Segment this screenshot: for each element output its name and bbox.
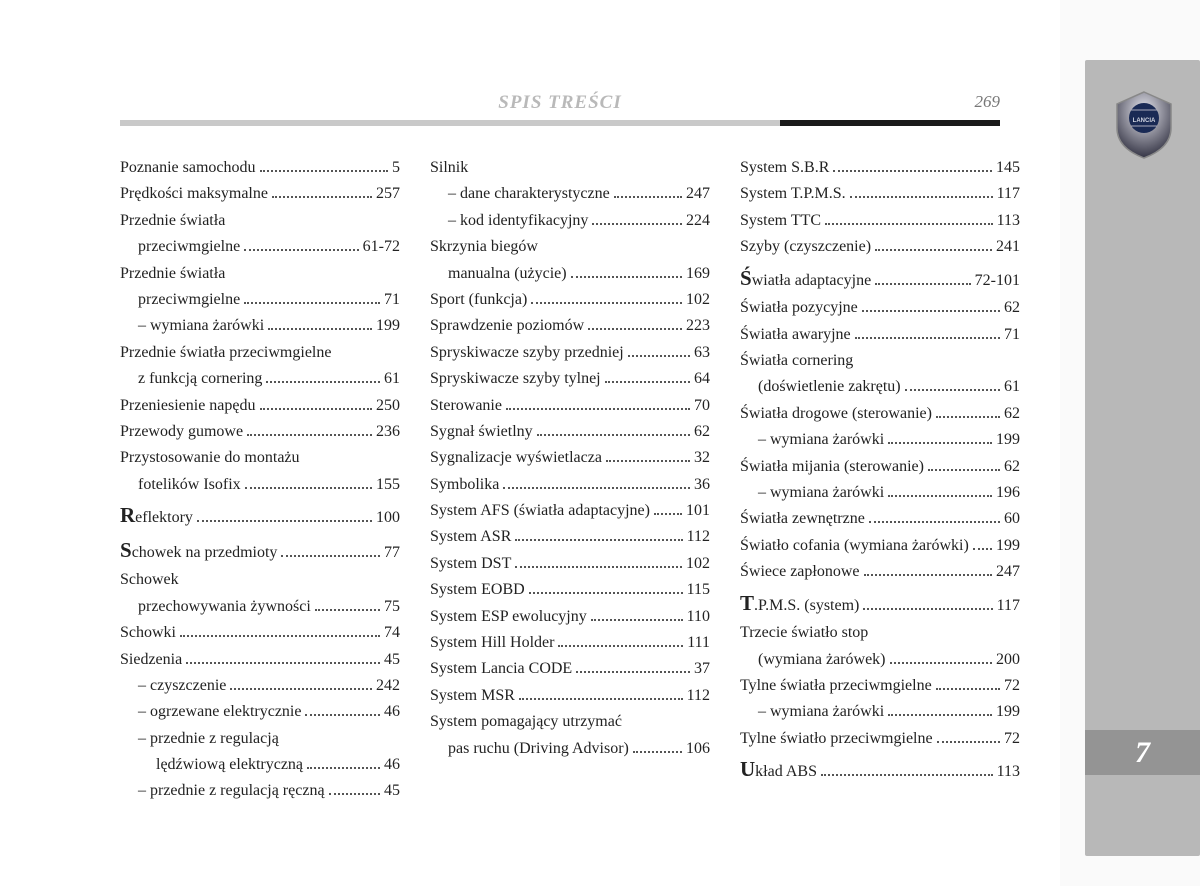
index-entry: Tylne światła przeciwmgielne72: [740, 673, 1020, 699]
index-entry: T.P.M.S. (system)117: [740, 586, 1020, 621]
index-entry: – wymiana żarówki199: [740, 427, 1020, 453]
index-entry: Przednie światła przeciwmgielnez funkcją…: [120, 340, 400, 393]
index-entry: System T.P.M.S.117: [740, 181, 1020, 207]
index-entry: Przednie światłaprzeciwmgielne61-72: [120, 208, 400, 261]
index-entry: – kod identyfikacyjny224: [430, 208, 710, 234]
index-entry: Schowek na przedmioty77: [120, 533, 400, 568]
index-entry: Schowki74: [120, 620, 400, 646]
index-entry: System S.B.R145: [740, 155, 1020, 181]
index-entry: – czyszczenie242: [120, 673, 400, 699]
index-entry: Świece zapłonowe247: [740, 559, 1020, 585]
index-entry: System AFS (światła adaptacyjne)101: [430, 498, 710, 524]
index-entry: Skrzynia biegówmanualna (użycie)169: [430, 234, 710, 287]
header-title: SPIS TREŚCI: [120, 92, 1000, 114]
index-entry: Siedzenia45: [120, 647, 400, 673]
section-tab: 7: [1085, 730, 1200, 775]
index-entry: System Lancia CODE37: [430, 656, 710, 682]
index-entry: Światła adaptacyjne72-101: [740, 261, 1020, 296]
index-entry: Światła awaryjne71: [740, 322, 1020, 348]
index-entry: – wymiana żarówki196: [740, 480, 1020, 506]
index-entry: Symbolika36: [430, 472, 710, 498]
index-entry: Światła cornering(doświetlenie zakrętu)6…: [740, 348, 1020, 401]
index-entry: System MSR112: [430, 683, 710, 709]
index-entry: Sygnalizacje wyświetlacza32: [430, 445, 710, 471]
index-entry: Przednie światłaprzeciwmgielne71: [120, 261, 400, 314]
svg-text:LANCIA: LANCIA: [1133, 118, 1156, 124]
index-entry: Schowekprzechowywania żywności75: [120, 567, 400, 620]
index-entry: System DST102: [430, 551, 710, 577]
index-entry: – ogrzewane elektrycznie46: [120, 699, 400, 725]
index-entry: Światła pozycyjne62: [740, 295, 1020, 321]
index-entry: Spryskiwacze szyby tylnej64: [430, 366, 710, 392]
index-entry: – wymiana żarówki199: [740, 699, 1020, 725]
header-rule: [120, 120, 1000, 126]
index-entry: Światło cofania (wymiana żarówki)199: [740, 533, 1020, 559]
index-entry: Sprawdzenie poziomów223: [430, 313, 710, 339]
index-entry: – dane charakterystyczne247: [430, 181, 710, 207]
index-entry: Sterowanie70: [430, 393, 710, 419]
index-entry: Sport (funkcja)102: [430, 287, 710, 313]
index-col-3: System S.B.R145System T.P.M.S.117System …: [740, 155, 1020, 805]
index-entry: Światła zewnętrzne60: [740, 506, 1020, 532]
index-entry: Przewody gumowe236: [120, 419, 400, 445]
index-entry: Przystosowanie do montażufotelików Isofi…: [120, 445, 400, 498]
page-content: SPIS TREŚCI 269 Poznanie samochodu5Prędk…: [0, 0, 1060, 886]
index-entry: Tylne światło przeciwmgielne72: [740, 726, 1020, 752]
index-entry: Spryskiwacze szyby przedniej63: [430, 340, 710, 366]
index-entry: – przednie z regulacją ręczną45: [120, 778, 400, 804]
index-entry: Sygnał świetlny62: [430, 419, 710, 445]
index-entry: Szyby (czyszczenie)241: [740, 234, 1020, 260]
index-entry: System pomagający utrzymaćpas ruchu (Dri…: [430, 709, 710, 762]
index-entry: – przednie z regulacjąlędźwiową elektryc…: [120, 726, 400, 779]
page-number: 269: [975, 92, 1001, 112]
index-entry: Światła mijania (sterowanie)62: [740, 454, 1020, 480]
index-entry: System ESP ewolucyjny110: [430, 604, 710, 630]
index-entry: Układ ABS113: [740, 752, 1020, 787]
index-columns: Poznanie samochodu5Prędkości maksymalne2…: [120, 155, 1020, 805]
index-entry: – wymiana żarówki199: [120, 313, 400, 339]
index-entry: System EOBD115: [430, 577, 710, 603]
index-entry: Silnik: [430, 155, 710, 181]
index-entry: System ASR112: [430, 524, 710, 550]
index-col-2: Silnik– dane charakterystyczne247– kod i…: [430, 155, 710, 805]
index-entry: Światła drogowe (sterowanie)62: [740, 401, 1020, 427]
page-header: SPIS TREŚCI 269: [120, 92, 1000, 114]
index-entry: System Hill Holder111: [430, 630, 710, 656]
index-entry: Trzecie światło stop(wymiana żarówek)200: [740, 620, 1020, 673]
index-entry: Reflektory100: [120, 498, 400, 533]
index-entry: Przeniesienie napędu250: [120, 393, 400, 419]
index-col-1: Poznanie samochodu5Prędkości maksymalne2…: [120, 155, 400, 805]
index-entry: Poznanie samochodu5: [120, 155, 400, 181]
lancia-logo: LANCIA: [1113, 90, 1175, 160]
index-entry: System TTC113: [740, 208, 1020, 234]
index-entry: Prędkości maksymalne257: [120, 181, 400, 207]
